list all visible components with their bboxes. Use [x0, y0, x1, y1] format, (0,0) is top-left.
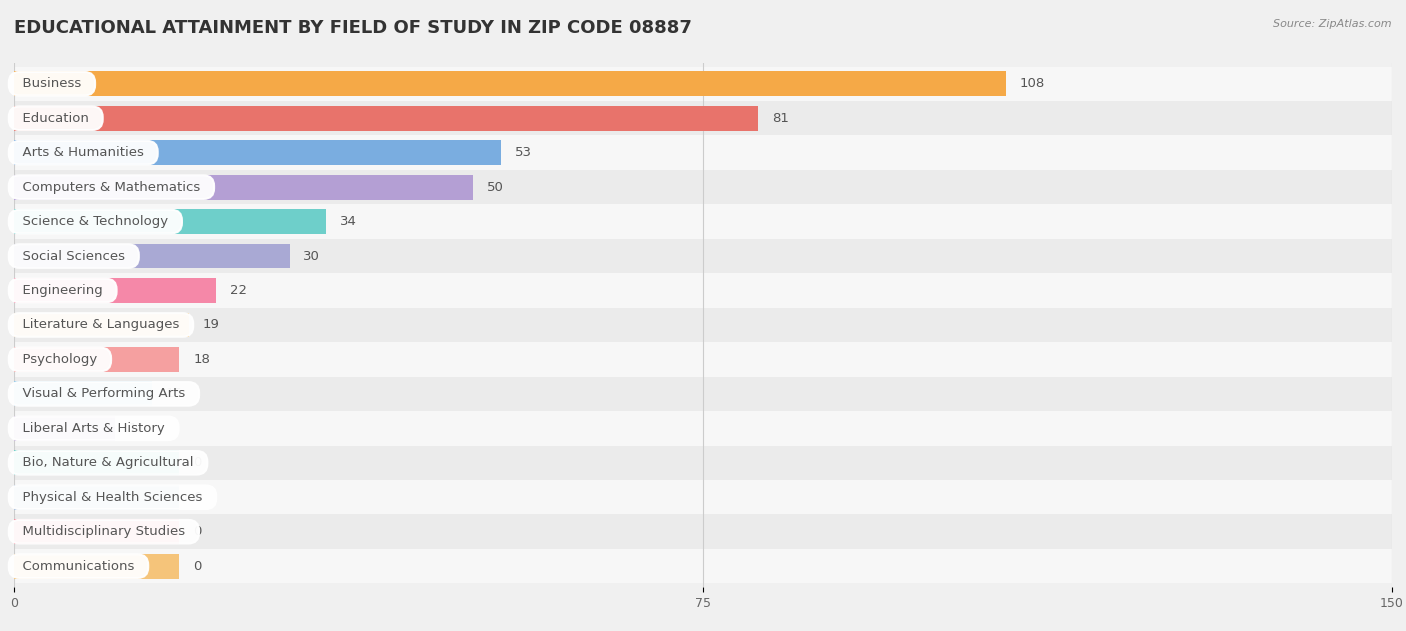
Bar — [14, 204, 1392, 239]
Bar — [14, 312, 188, 338]
Text: Science & Technology: Science & Technology — [14, 215, 177, 228]
Bar — [14, 175, 474, 199]
Bar — [14, 382, 152, 406]
Text: 34: 34 — [340, 215, 357, 228]
Bar — [14, 347, 180, 372]
Bar — [14, 445, 1392, 480]
Bar — [14, 519, 180, 544]
Text: 108: 108 — [1019, 77, 1045, 90]
Text: 0: 0 — [193, 560, 201, 573]
Bar — [14, 485, 180, 510]
Bar — [14, 66, 1392, 101]
Bar — [14, 416, 115, 440]
Text: Liberal Arts & History: Liberal Arts & History — [14, 422, 173, 435]
Bar — [14, 549, 1392, 584]
Bar — [14, 554, 180, 579]
Text: Social Sciences: Social Sciences — [14, 249, 134, 262]
Text: Arts & Humanities: Arts & Humanities — [14, 146, 152, 159]
Text: 30: 30 — [304, 249, 321, 262]
Bar — [14, 106, 758, 131]
Text: 0: 0 — [193, 456, 201, 469]
Text: Visual & Performing Arts: Visual & Performing Arts — [14, 387, 194, 401]
Text: Engineering: Engineering — [14, 284, 111, 297]
Text: Education: Education — [14, 112, 97, 125]
Text: Communications: Communications — [14, 560, 143, 573]
Bar — [14, 140, 501, 165]
Text: 0: 0 — [193, 525, 201, 538]
Bar — [14, 209, 326, 234]
Bar — [14, 342, 1392, 377]
Bar — [14, 71, 1007, 96]
Text: Business: Business — [14, 77, 90, 90]
Text: 53: 53 — [515, 146, 531, 159]
Text: 18: 18 — [193, 353, 209, 366]
Text: 19: 19 — [202, 319, 219, 331]
Bar — [14, 170, 1392, 204]
Text: EDUCATIONAL ATTAINMENT BY FIELD OF STUDY IN ZIP CODE 08887: EDUCATIONAL ATTAINMENT BY FIELD OF STUDY… — [14, 19, 692, 37]
Text: 0: 0 — [193, 491, 201, 504]
Text: Multidisciplinary Studies: Multidisciplinary Studies — [14, 525, 194, 538]
Bar — [14, 308, 1392, 342]
Text: 50: 50 — [486, 180, 503, 194]
Text: Source: ZipAtlas.com: Source: ZipAtlas.com — [1274, 19, 1392, 29]
Bar — [14, 136, 1392, 170]
Text: Bio, Nature & Agricultural: Bio, Nature & Agricultural — [14, 456, 202, 469]
Bar — [14, 239, 1392, 273]
Bar — [14, 278, 217, 303]
Text: Computers & Mathematics: Computers & Mathematics — [14, 180, 209, 194]
Text: Literature & Languages: Literature & Languages — [14, 319, 188, 331]
Text: 22: 22 — [231, 284, 247, 297]
Bar — [14, 377, 1392, 411]
Text: 15: 15 — [166, 387, 183, 401]
Bar — [14, 514, 1392, 549]
Bar — [14, 273, 1392, 308]
Bar — [14, 244, 290, 268]
Bar — [14, 101, 1392, 136]
Text: 81: 81 — [772, 112, 789, 125]
Bar — [14, 411, 1392, 445]
Text: Physical & Health Sciences: Physical & Health Sciences — [14, 491, 211, 504]
Text: 11: 11 — [129, 422, 146, 435]
Bar — [14, 451, 180, 475]
Bar — [14, 480, 1392, 514]
Text: Psychology: Psychology — [14, 353, 105, 366]
